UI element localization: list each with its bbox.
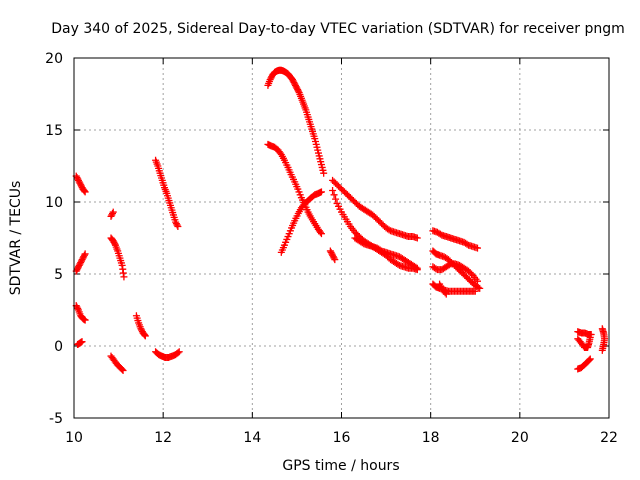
y-tick-label: 15: [45, 123, 63, 139]
x-tick-label: 16: [333, 430, 351, 446]
y-axis-label: SDTVAR / TECUs: [8, 181, 24, 296]
data-series: [72, 302, 89, 324]
chart-title: Day 340 of 2025, Sidereal Day-to-day VTE…: [51, 21, 625, 37]
data-point-marker: [317, 188, 325, 196]
plot-frame: [73, 57, 610, 419]
data-series: [152, 348, 183, 362]
data-point-marker: [80, 187, 88, 195]
data-point-marker: [442, 290, 450, 298]
data-series: [429, 227, 481, 252]
data-point-marker: [108, 210, 116, 218]
data-point-marker: [585, 356, 593, 364]
data-series: [574, 355, 594, 373]
data-series: [277, 188, 325, 256]
data-point-marker: [120, 273, 128, 281]
plot-area: [72, 66, 609, 374]
data-point-marker: [118, 366, 126, 374]
data-point-marker: [81, 250, 89, 258]
data-point-marker: [471, 287, 479, 295]
data-series: [74, 338, 86, 349]
data-series: [429, 280, 479, 295]
data-point-marker: [474, 283, 482, 291]
data-series: [72, 250, 89, 275]
data-series: [107, 352, 127, 374]
data-series: [107, 234, 128, 281]
data-point-marker: [109, 208, 117, 216]
x-tick-label: 14: [243, 430, 261, 446]
data-point-marker: [473, 244, 481, 252]
y-tick-label: 20: [45, 51, 63, 67]
y-tick-label: 5: [54, 267, 63, 283]
data-series: [132, 312, 149, 340]
data-series: [264, 140, 325, 238]
data-point-marker: [80, 251, 88, 259]
data-point-marker: [331, 256, 339, 264]
data-point-marker: [74, 305, 82, 313]
data-series: [107, 208, 117, 220]
data-point-marker: [586, 333, 594, 341]
data-point-marker: [119, 366, 127, 374]
data-series: [429, 260, 481, 285]
x-tick-label: 18: [422, 430, 440, 446]
data-point-marker: [320, 169, 328, 177]
data-point-marker: [330, 254, 338, 262]
data-point-marker: [586, 355, 594, 363]
data-point-marker: [598, 346, 606, 354]
data-point-marker: [294, 87, 302, 95]
x-axis-label: GPS time / hours: [282, 458, 399, 474]
data-point-marker: [413, 234, 421, 242]
y-tick-label: 10: [45, 195, 63, 211]
data-point-marker: [174, 349, 182, 357]
data-series: [264, 66, 328, 177]
data-point-marker: [81, 188, 89, 196]
data-series: [574, 333, 594, 351]
data-series: [351, 234, 421, 272]
data-point-marker: [317, 230, 325, 238]
tick-labels: 10 12 14 16 18 20 22 -5 0 5 10 15 20: [45, 51, 618, 446]
data-point-marker: [329, 186, 337, 194]
data-point-marker: [476, 284, 484, 292]
x-tick-label: 12: [154, 430, 172, 446]
data-point-marker: [173, 221, 181, 229]
data-series: [598, 325, 609, 354]
data-point-marker: [413, 264, 421, 272]
x-tick-label: 20: [511, 430, 529, 446]
data-point-marker: [441, 289, 449, 297]
data-series: [329, 176, 421, 242]
data-point-marker: [141, 332, 149, 340]
y-tick-label: -5: [49, 411, 63, 427]
data-point-marker: [141, 331, 149, 339]
data-point-marker: [316, 228, 324, 236]
data-point-marker: [473, 277, 481, 285]
data-point-marker: [78, 338, 86, 346]
data-series: [72, 172, 89, 196]
data-series: [574, 328, 595, 338]
data-point-marker: [412, 263, 420, 271]
data-series: [152, 156, 182, 230]
data-point-marker: [111, 240, 119, 248]
x-tick-label: 10: [65, 430, 83, 446]
data-point-marker: [175, 348, 183, 356]
data-point-marker: [332, 195, 340, 203]
y-tick-label: 0: [54, 339, 63, 355]
data-point-marker: [174, 222, 182, 230]
data-series: [436, 280, 450, 298]
x-tick-label: 22: [600, 430, 618, 446]
data-series: [326, 247, 339, 264]
data-point-marker: [330, 191, 338, 199]
grid: [74, 58, 609, 418]
data-point-marker: [81, 316, 89, 324]
